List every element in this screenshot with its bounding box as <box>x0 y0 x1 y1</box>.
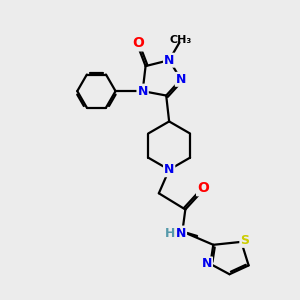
Text: N: N <box>164 54 174 67</box>
Text: H: H <box>165 226 175 239</box>
Text: N: N <box>202 257 212 271</box>
Text: O: O <box>197 181 209 195</box>
Text: N: N <box>137 85 148 98</box>
Text: O: O <box>132 36 144 50</box>
Text: CH₃: CH₃ <box>170 34 192 45</box>
Text: S: S <box>240 234 249 247</box>
Text: N: N <box>176 73 186 86</box>
Text: N: N <box>176 226 186 239</box>
Text: N: N <box>164 163 174 176</box>
